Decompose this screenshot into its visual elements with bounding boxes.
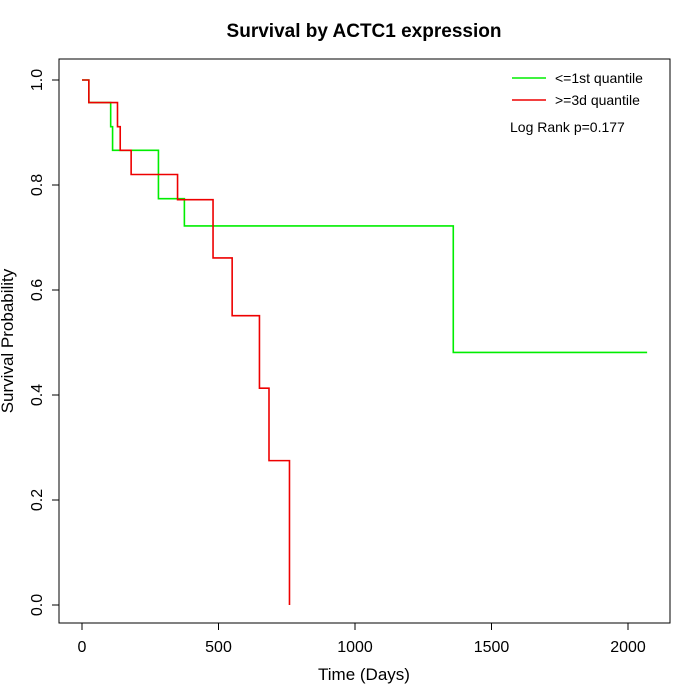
y-tick-label: 0.0 — [29, 594, 46, 616]
x-tick-label: 0 — [78, 639, 87, 656]
x-tick-label: 1000 — [337, 639, 373, 656]
log-rank-annotation: Log Rank p=0.177 — [510, 119, 625, 135]
y-tick-label: 1.0 — [29, 69, 46, 91]
y-tick-label: 0.2 — [29, 489, 46, 511]
survival-curves — [82, 79, 648, 605]
x-tick-label: 2000 — [610, 639, 646, 656]
plot-frame — [58, 58, 671, 624]
y-tick-label: 0.4 — [29, 384, 46, 406]
legend-label-high: >=3d quantile — [555, 92, 640, 108]
legend-label-low: <=1st quantile — [555, 70, 643, 86]
y-tick-label: 0.6 — [29, 279, 46, 301]
x-tick-label: 1500 — [474, 639, 510, 656]
y-axis-label: Survival Probability — [0, 268, 17, 413]
y-axis: 0.0 0.2 0.4 0.6 0.8 1.0 — [29, 69, 60, 616]
x-axis: 0 500 1000 1500 2000 — [78, 622, 646, 656]
x-axis-label: Time (Days) — [318, 665, 410, 684]
legend: <=1st quantile >=3d quantile — [512, 70, 643, 108]
x-tick-label: 500 — [205, 639, 232, 656]
series-high-expression-curve — [82, 79, 291, 605]
y-tick-label: 0.8 — [29, 174, 46, 196]
chart-title: Survival by ACTC1 expression — [227, 21, 502, 42]
